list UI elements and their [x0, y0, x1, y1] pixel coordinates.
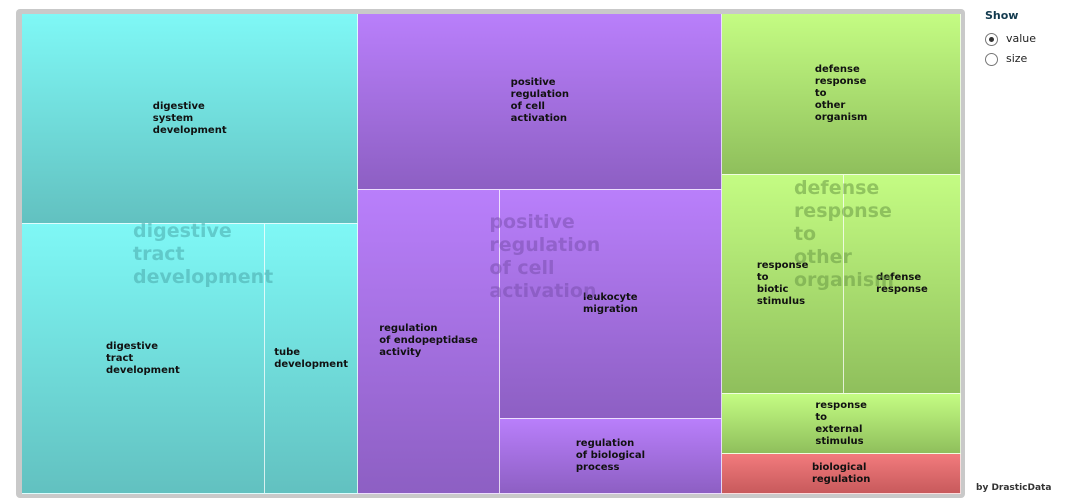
cell-label-text: digestive tract development — [105, 340, 180, 376]
cell-label: response to external stimulus — [722, 394, 960, 453]
treemap-cell[interactable]: regulation of endopeptidase activity — [358, 189, 500, 494]
treemap-cell[interactable]: tube development — [264, 224, 359, 494]
show-controls: Show value size — [985, 9, 1036, 68]
treemap-cell[interactable]: regulation of biological process — [499, 418, 723, 494]
cell-label-text: defense response — [876, 272, 928, 296]
cell-label-text: positive regulation of cell activation — [510, 77, 570, 125]
cell-label: digestive tract development — [22, 224, 264, 493]
cell-label: leukocyte migration — [500, 190, 722, 418]
cell-label-text: digestive system development — [152, 100, 227, 136]
value-radio-option[interactable]: value — [985, 28, 1036, 48]
value-radio-label[interactable]: value — [1006, 31, 1037, 45]
cell-label-text: regulation of endopeptidase activity — [379, 323, 478, 359]
treemap: digestive system development digestive tr… — [22, 14, 961, 494]
treemap-cell[interactable]: biological regulation — [722, 454, 961, 494]
cell-label: response to biotic stimulus — [722, 175, 843, 393]
treemap-cell[interactable]: leukocyte migration — [499, 189, 723, 419]
cell-label-text: tube development — [274, 346, 348, 370]
cell-label: digestive system development — [22, 14, 357, 223]
cell-label: regulation of endopeptidase activity — [358, 190, 498, 493]
treemap-cell[interactable]: positive regulation of cell activation — [358, 14, 723, 190]
cell-label-text: defense response to other organism — [814, 64, 868, 124]
cell-label: tube development — [265, 224, 358, 493]
credit-text: by DrasticData — [976, 483, 1052, 493]
treemap-cell[interactable]: digestive tract development — [22, 224, 265, 494]
cell-label-text: biological regulation — [811, 461, 871, 485]
show-title: Show — [985, 9, 1019, 22]
cell-label: defense response — [844, 175, 960, 393]
cell-label-text: response to external stimulus — [815, 399, 867, 447]
cell-label: defense response to other organism — [722, 14, 960, 174]
treemap-cell[interactable]: response to external stimulus — [722, 394, 961, 455]
value-radio-icon[interactable] — [985, 32, 998, 46]
treemap-cell[interactable]: defense response to other organism — [722, 14, 961, 176]
size-radio-option[interactable]: size — [985, 48, 1036, 68]
cell-label-text: regulation of biological process — [575, 437, 646, 473]
treemap-cell[interactable]: defense response — [843, 175, 961, 395]
treemap-cell[interactable]: digestive system development — [22, 14, 359, 225]
cell-label-text: leukocyte migration — [583, 291, 638, 315]
treemap-cell[interactable]: response to biotic stimulus — [722, 175, 844, 395]
cell-label: biological regulation — [722, 454, 960, 493]
cell-label: regulation of biological process — [500, 419, 722, 493]
size-radio-label[interactable]: size — [1006, 51, 1028, 65]
cell-label-text: response to biotic stimulus — [756, 260, 809, 308]
cell-label: positive regulation of cell activation — [358, 14, 721, 189]
size-radio-icon[interactable] — [985, 52, 998, 66]
